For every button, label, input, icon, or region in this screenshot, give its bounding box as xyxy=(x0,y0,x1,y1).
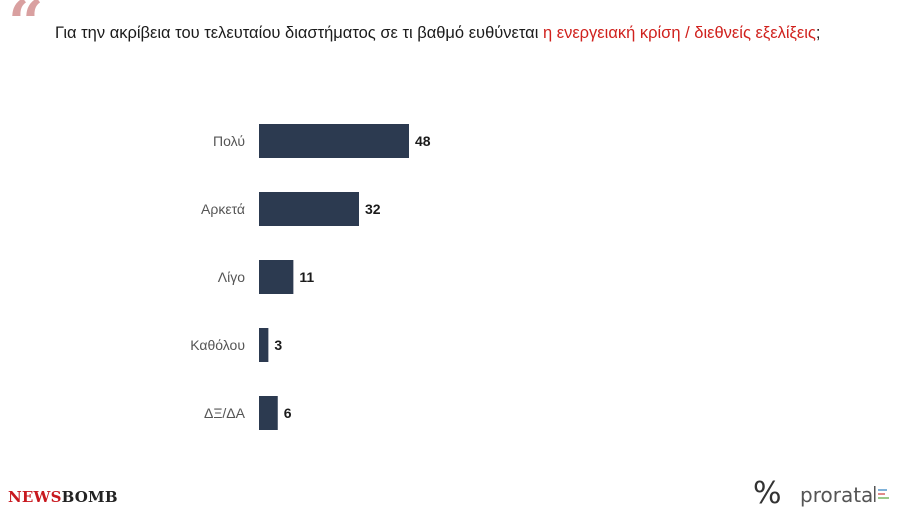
question-text: Για την ακρίβεια του τελευταίου διαστήμα… xyxy=(55,22,855,44)
prorata-bars-icon xyxy=(874,486,889,502)
value-label: 32 xyxy=(365,201,381,217)
percent-icon: % xyxy=(753,476,782,511)
category-label: Λίγο xyxy=(218,269,245,285)
bar xyxy=(259,260,294,294)
question-end: ; xyxy=(815,24,821,42)
newsbomb-logo-bomb: BOMB xyxy=(61,488,118,506)
newsbomb-logo-news: NEWS xyxy=(8,488,62,506)
quote-mark-icon: “ xyxy=(8,0,44,59)
value-label: 3 xyxy=(274,337,282,353)
question-highlight: η ενεργειακή κρίση / διεθνείς εξελίξεις xyxy=(542,24,816,42)
category-label: Πολύ xyxy=(213,133,245,149)
bar xyxy=(259,328,269,362)
prorata-logo: prorata xyxy=(800,483,874,507)
bar xyxy=(259,124,409,158)
value-label: 11 xyxy=(299,269,314,285)
category-label: ΔΞ/ΔΑ xyxy=(204,405,246,421)
value-label: 48 xyxy=(415,133,431,149)
category-label: Αρκετά xyxy=(201,201,245,217)
value-label: 6 xyxy=(284,405,292,421)
question-main: Για την ακρίβεια του τελευταίου διαστήμα… xyxy=(55,24,543,42)
bar xyxy=(259,192,359,226)
newsbomb-logo: NEWSBOMB xyxy=(8,488,118,506)
category-label: Καθόλου xyxy=(190,337,245,353)
bar xyxy=(259,396,278,430)
